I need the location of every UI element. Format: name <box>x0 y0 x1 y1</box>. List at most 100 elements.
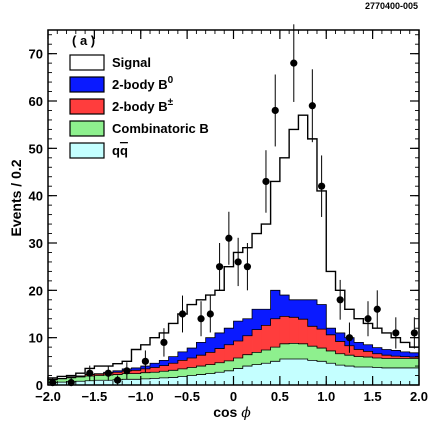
bar-comb <box>224 360 234 371</box>
bar-comb <box>335 353 346 366</box>
bar-qq <box>279 358 290 385</box>
bar-comb <box>298 343 309 359</box>
bar-comb <box>381 358 392 368</box>
bar-comb <box>205 364 216 374</box>
data-point <box>141 357 149 365</box>
bar-bpm <box>298 319 309 344</box>
bar-b0 <box>168 356 179 364</box>
data-point <box>178 310 187 318</box>
data-point <box>104 369 112 377</box>
bar-comb <box>131 373 142 380</box>
y-tick-label: 20 <box>29 283 43 298</box>
bar-b0 <box>335 332 346 342</box>
bar-b0 <box>177 351 188 361</box>
legend-label-comb: Combinatoric B <box>112 121 209 136</box>
bar-qq <box>196 374 207 385</box>
legend-swatch-bpm <box>69 98 105 115</box>
y-tick-label: 60 <box>29 94 43 109</box>
data-point <box>206 310 214 318</box>
bar-b0 <box>270 290 281 319</box>
y-axis-label: Events / 0.2 <box>8 159 24 236</box>
bar-bpm <box>391 356 401 359</box>
bar-bpm <box>66 376 77 378</box>
bar-qq <box>307 360 318 385</box>
data-point <box>234 258 242 266</box>
stack-layers <box>48 289 420 385</box>
bar-comb <box>75 376 86 382</box>
legend-label-qq: qq <box>112 143 128 158</box>
bar-bpm <box>205 352 216 365</box>
bar-bpm <box>150 367 160 373</box>
x-tick-label: −2.0 <box>35 389 61 404</box>
bar-b0 <box>187 348 197 359</box>
bar-qq <box>150 378 160 385</box>
bar-qq <box>85 380 95 385</box>
bar-bpm <box>112 372 123 375</box>
data-point <box>392 329 400 337</box>
y-tick-label: 30 <box>29 236 43 251</box>
y-tick-label: 40 <box>29 189 43 204</box>
legend-label-signal: Signal <box>112 55 151 70</box>
data-point <box>308 102 316 110</box>
legend-label-bpm: 2-body B± <box>112 97 174 114</box>
legend-label-b0: 2-body B0 <box>112 75 174 92</box>
bar-qq <box>177 376 188 385</box>
bar-comb <box>177 368 188 377</box>
bar-bpm <box>131 370 142 374</box>
legend-swatch-comb <box>69 120 105 137</box>
x-tick-label: −1.5 <box>82 389 108 404</box>
bar-qq <box>233 368 244 385</box>
bar-bpm <box>224 344 234 361</box>
bar-bpm <box>159 365 169 372</box>
bar-comb <box>233 358 244 369</box>
bar-bpm <box>381 355 392 359</box>
bar-b0 <box>279 295 290 317</box>
data-point <box>318 182 326 190</box>
bar-bpm <box>354 349 364 357</box>
bar-bpm <box>252 329 262 353</box>
bar-qq <box>335 365 346 385</box>
bar-qq <box>131 379 142 385</box>
bar-qq <box>372 367 383 385</box>
bar-qq <box>140 378 151 385</box>
bar-bpm <box>289 317 299 344</box>
bar-bpm <box>261 325 271 350</box>
bar-bpm <box>196 355 207 367</box>
bar-comb <box>150 372 160 379</box>
bar-qq <box>326 363 336 385</box>
bar-comb <box>400 358 411 368</box>
bar-b0 <box>131 367 142 371</box>
data-point <box>113 376 122 384</box>
x-tick-label: 0.5 <box>271 389 289 404</box>
bar-comb <box>279 343 290 359</box>
bar-comb <box>391 358 401 368</box>
bar-b0 <box>381 349 392 356</box>
bar-b0 <box>150 363 160 368</box>
data-point <box>410 329 418 337</box>
bar-bpm <box>307 326 318 347</box>
bar-qq <box>224 370 234 385</box>
bar-bpm <box>168 363 179 371</box>
bar-qq <box>316 361 327 385</box>
bar-qq <box>344 366 355 385</box>
bar-bpm <box>75 376 86 377</box>
data-point <box>86 369 94 377</box>
bar-b0 <box>159 360 169 366</box>
y-tick-label: 0 <box>36 378 43 393</box>
data-point <box>271 106 279 115</box>
data-point <box>345 334 354 342</box>
x-tick-label: 2.0 <box>410 389 428 404</box>
bar-bpm <box>400 356 411 359</box>
legend-swatch-b0 <box>69 76 105 93</box>
bar-qq <box>289 358 299 385</box>
bar-bpm <box>279 316 290 344</box>
x-tick-label: −0.5 <box>174 389 200 404</box>
legend: Signal 2-body B0 2-body B± Combinatoric B qq <box>69 54 209 159</box>
bar-b0 <box>224 328 234 345</box>
x-axis-label: cos ϕ <box>213 404 251 421</box>
bar-comb <box>261 349 271 364</box>
bar-b0 <box>307 299 318 327</box>
legend-swatch-qq <box>69 142 105 159</box>
bar-qq <box>187 375 197 385</box>
bar-bpm <box>363 351 374 358</box>
